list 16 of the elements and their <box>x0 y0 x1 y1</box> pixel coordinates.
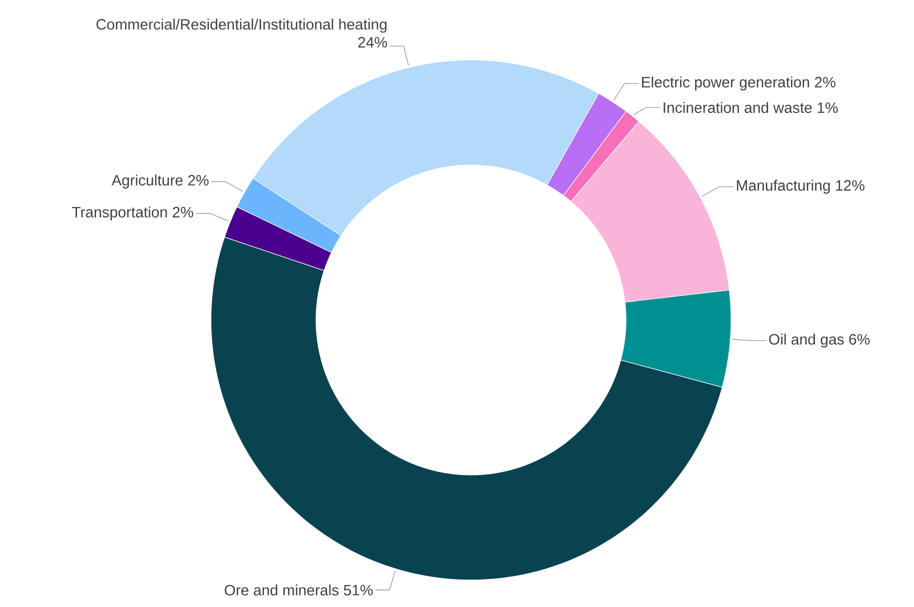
data-label: 2% <box>814 76 836 88</box>
data-label: 6% <box>849 334 870 345</box>
slice-label: Incineration and waste <box>664 102 812 113</box>
data-label: 1% <box>818 102 838 113</box>
slice-label: Commercial/Residential/Institutional heating <box>96 18 386 33</box>
slice-label: Agriculture <box>112 174 183 189</box>
slice-label: Ore and minerals <box>224 584 339 596</box>
data-label: 51% <box>344 584 373 596</box>
slice-label: Transportation <box>72 206 167 220</box>
slice-label: Electric power generation <box>642 76 810 90</box>
data-label: 2% <box>188 174 209 186</box>
slice-label: Oil and gas <box>769 334 844 348</box>
slice-label: Manufacturing <box>736 180 830 194</box>
data-label: 12% <box>836 180 864 191</box>
data-label: 24% <box>358 37 387 48</box>
data-label: 2% <box>172 206 194 218</box>
